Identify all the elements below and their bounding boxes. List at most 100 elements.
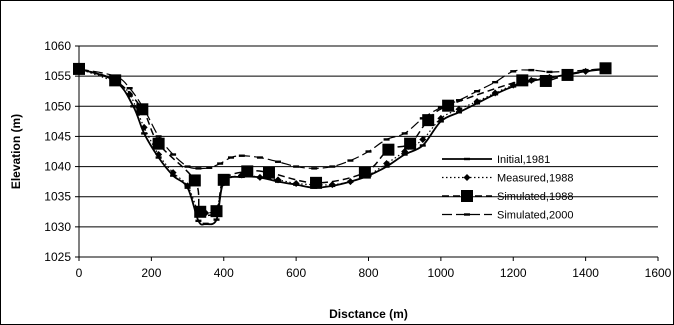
data-point — [311, 167, 318, 170]
x-tick-label: 1600 — [645, 266, 672, 280]
data-point — [528, 68, 535, 72]
legend-label: Initial,1981 — [497, 154, 550, 166]
data-point — [582, 68, 589, 72]
data-point — [383, 160, 391, 168]
data-point — [455, 99, 462, 102]
data-point — [437, 114, 445, 122]
data-point — [419, 135, 427, 143]
legend-entry: Simulated,2000 — [442, 210, 573, 222]
legend-entry: Simulated,1988 — [442, 190, 573, 203]
data-point — [437, 106, 444, 109]
data-point — [256, 173, 264, 181]
series-4 — [76, 67, 611, 170]
data-point — [473, 97, 481, 105]
y-tick-label: 1035 — [44, 190, 71, 204]
data-point — [262, 166, 275, 179]
x-tick-label: 1200 — [500, 266, 527, 280]
data-point — [382, 143, 395, 156]
data-point — [347, 159, 354, 162]
legend-label: Simulated,1988 — [497, 191, 573, 203]
x-tick-label: 0 — [76, 266, 83, 280]
data-point — [274, 176, 282, 184]
data-point — [140, 123, 148, 131]
data-point — [491, 89, 499, 97]
series-layer — [73, 62, 612, 226]
data-point — [169, 169, 177, 177]
data-point — [292, 179, 300, 187]
data-point — [155, 151, 163, 159]
data-point — [112, 74, 119, 78]
data-point — [455, 105, 463, 113]
data-point — [527, 76, 535, 84]
data-point — [546, 70, 553, 74]
data-point — [227, 156, 234, 159]
legend-label: Measured,1988 — [497, 173, 573, 185]
legend-swatch-marker — [463, 174, 471, 181]
data-point — [516, 74, 529, 87]
data-point — [442, 99, 455, 112]
data-point — [256, 156, 263, 159]
data-point — [217, 173, 230, 186]
data-point — [170, 153, 177, 156]
data-point — [404, 137, 417, 150]
data-point — [346, 178, 354, 186]
x-tick-label: 400 — [214, 266, 234, 280]
data-point — [217, 162, 224, 165]
data-point — [126, 87, 133, 90]
data-point — [492, 80, 499, 84]
legend-label: Simulated,2000 — [497, 210, 573, 222]
data-point — [358, 166, 371, 179]
data-point — [474, 90, 481, 93]
data-point — [109, 74, 122, 87]
legend-swatch-marker — [464, 213, 470, 216]
data-point — [195, 219, 202, 223]
data-point — [310, 176, 323, 189]
data-point — [564, 70, 571, 73]
legend-entry: Initial,1981 — [442, 154, 550, 166]
data-point — [210, 205, 223, 218]
data-point — [130, 105, 137, 108]
data-point — [238, 154, 245, 157]
y-tick-label: 1025 — [44, 250, 71, 264]
data-point — [293, 165, 300, 168]
data-point — [422, 114, 435, 127]
data-point — [184, 165, 191, 168]
x-tick-label: 800 — [358, 266, 378, 280]
y-tick-label: 1045 — [44, 129, 71, 143]
data-point — [383, 138, 390, 141]
y-tick-label: 1055 — [44, 69, 71, 83]
data-point — [419, 117, 426, 120]
data-point — [155, 135, 162, 138]
data-point — [510, 70, 517, 73]
y-axis-title: Elevation (m) — [9, 114, 23, 189]
x-axis-title: Disctance (m) — [329, 307, 408, 321]
data-point — [401, 148, 409, 155]
data-point — [152, 137, 165, 150]
data-point — [194, 205, 207, 218]
data-point — [328, 181, 336, 189]
data-point — [76, 67, 82, 71]
x-tick-label: 1400 — [572, 266, 599, 280]
data-point — [539, 74, 552, 87]
data-point — [141, 132, 148, 135]
data-point — [206, 166, 213, 169]
data-point — [202, 222, 209, 226]
data-point — [401, 132, 408, 135]
y-tick-label: 1060 — [44, 39, 71, 53]
legend-swatch-marker — [464, 157, 470, 161]
x-tick-label: 1000 — [428, 266, 455, 280]
y-tick-label: 1050 — [44, 99, 71, 113]
legend: Initial,1981 Measured,1988 Simulated,1988 S… — [442, 154, 573, 222]
data-point — [195, 167, 202, 170]
x-tick-label: 600 — [286, 266, 306, 280]
data-point — [241, 165, 254, 178]
x-tick-label: 200 — [141, 266, 161, 280]
data-point — [141, 108, 148, 111]
data-point — [275, 160, 282, 163]
legend-entry: Measured,1988 — [442, 173, 573, 185]
data-point — [604, 67, 611, 70]
data-point — [365, 150, 372, 153]
y-tick-label: 1030 — [44, 220, 71, 234]
